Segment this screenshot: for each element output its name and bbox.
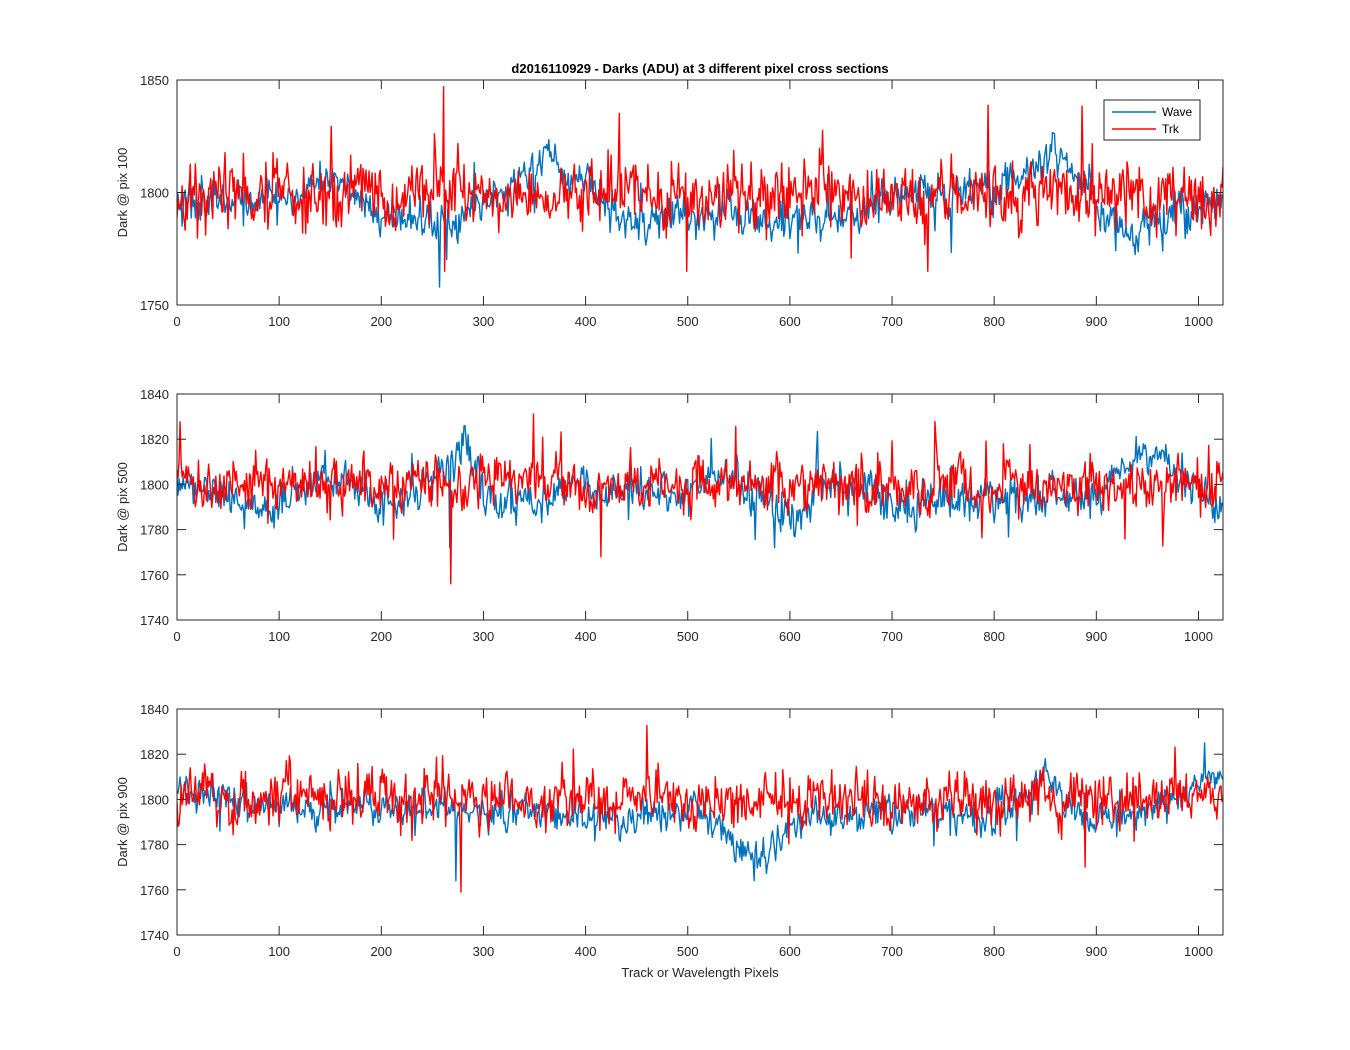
x-tick-label: 400 xyxy=(575,944,597,959)
y-axis-label: Dark @ pix 500 xyxy=(115,462,130,552)
y-tick-label: 1820 xyxy=(140,747,169,762)
subplot-3: 0 100 200 300 400 500 600 700 800 900 1000 1740 1760… xyxy=(115,702,1224,959)
x-tick-label: 300 xyxy=(473,629,495,644)
series-group xyxy=(177,724,1223,893)
y-tick-label: 1740 xyxy=(140,613,169,628)
y-axis-label: Dark @ pix 900 xyxy=(115,777,130,867)
y-axis-label: Dark @ pix 100 xyxy=(115,148,130,238)
y-tick-label: 1760 xyxy=(140,883,169,898)
x-tick-label: 700 xyxy=(881,629,903,644)
x-tick-label: 300 xyxy=(473,944,495,959)
x-tick-label: 100 xyxy=(268,629,290,644)
x-tick-label: 700 xyxy=(881,944,903,959)
plot-area xyxy=(177,709,1223,935)
series-group xyxy=(177,413,1223,585)
axes-box xyxy=(176,393,1224,621)
legend-box xyxy=(1103,99,1201,141)
legend: Wave Trk xyxy=(1103,99,1201,141)
x-tick-label: 500 xyxy=(677,314,699,329)
y-tick-label: 1850 xyxy=(140,73,169,88)
y-tick-label: 1840 xyxy=(140,387,169,402)
x-tick-label: 700 xyxy=(881,314,903,329)
x-tick-label: 1000 xyxy=(1184,944,1213,959)
x-tick-label: 100 xyxy=(268,314,290,329)
x-tick-label: 500 xyxy=(677,629,699,644)
series-line-trk xyxy=(177,724,1223,893)
x-tick-label: 500 xyxy=(677,944,699,959)
y-tick-label: 1840 xyxy=(140,702,169,717)
figure-title: d2016110929 - Darks (ADU) at 3 different… xyxy=(511,61,888,76)
series-line-wave xyxy=(177,132,1223,288)
x-tick-label: 200 xyxy=(370,629,392,644)
x-tick-label: 600 xyxy=(779,314,801,329)
x-tick-label: 600 xyxy=(779,629,801,644)
legend-label: Wave xyxy=(1162,105,1193,119)
y-tick-label: 1750 xyxy=(140,298,169,313)
series-line-trk xyxy=(177,413,1223,585)
series-line-trk xyxy=(177,86,1223,272)
x-tick-label: 0 xyxy=(173,629,180,644)
x-tick-label: 900 xyxy=(1085,629,1107,644)
y-tick-label: 1800 xyxy=(140,792,169,807)
axes-box xyxy=(176,708,1224,936)
plot-area xyxy=(177,394,1223,620)
x-tick-label: 400 xyxy=(575,314,597,329)
x-tick-label: 200 xyxy=(370,314,392,329)
y-tick-label: 1820 xyxy=(140,432,169,447)
y-tick-label: 1760 xyxy=(140,568,169,583)
x-tick-label: 0 xyxy=(173,944,180,959)
x-tick-label: 100 xyxy=(268,944,290,959)
x-tick-label: 200 xyxy=(370,944,392,959)
y-tick-label: 1780 xyxy=(140,523,169,538)
series-group xyxy=(177,86,1223,288)
legend-label: Trk xyxy=(1162,122,1180,136)
subplot-2: 0 100 200 300 400 500 600 700 800 900 1000 1740 1760… xyxy=(115,387,1224,644)
x-tick-label: 400 xyxy=(575,629,597,644)
subplot-1: 0 100 200 300 400 500 600 700 800 900 1000 1750 1800… xyxy=(115,73,1224,329)
subplots: 0 100 200 300 400 500 600 700 800 900 100017501800… xyxy=(115,73,1224,959)
y-tick-label: 1800 xyxy=(140,477,169,492)
x-tick-label: 300 xyxy=(473,314,495,329)
x-tick-label: 0 xyxy=(173,314,180,329)
x-tick-label: 900 xyxy=(1085,944,1107,959)
y-tick-label: 1800 xyxy=(140,186,169,201)
x-tick-label: 800 xyxy=(983,314,1005,329)
x-axis-label: Track or Wavelength Pixels xyxy=(621,965,779,980)
x-tick-label: 800 xyxy=(983,629,1005,644)
plot-area xyxy=(177,80,1223,305)
x-tick-label: 800 xyxy=(983,944,1005,959)
y-tick-label: 1740 xyxy=(140,928,169,943)
x-tick-label: 1000 xyxy=(1184,629,1213,644)
y-tick-label: 1780 xyxy=(140,838,169,853)
x-tick-label: 600 xyxy=(779,944,801,959)
x-tick-label: 900 xyxy=(1085,314,1107,329)
x-tick-label: 1000 xyxy=(1184,314,1213,329)
